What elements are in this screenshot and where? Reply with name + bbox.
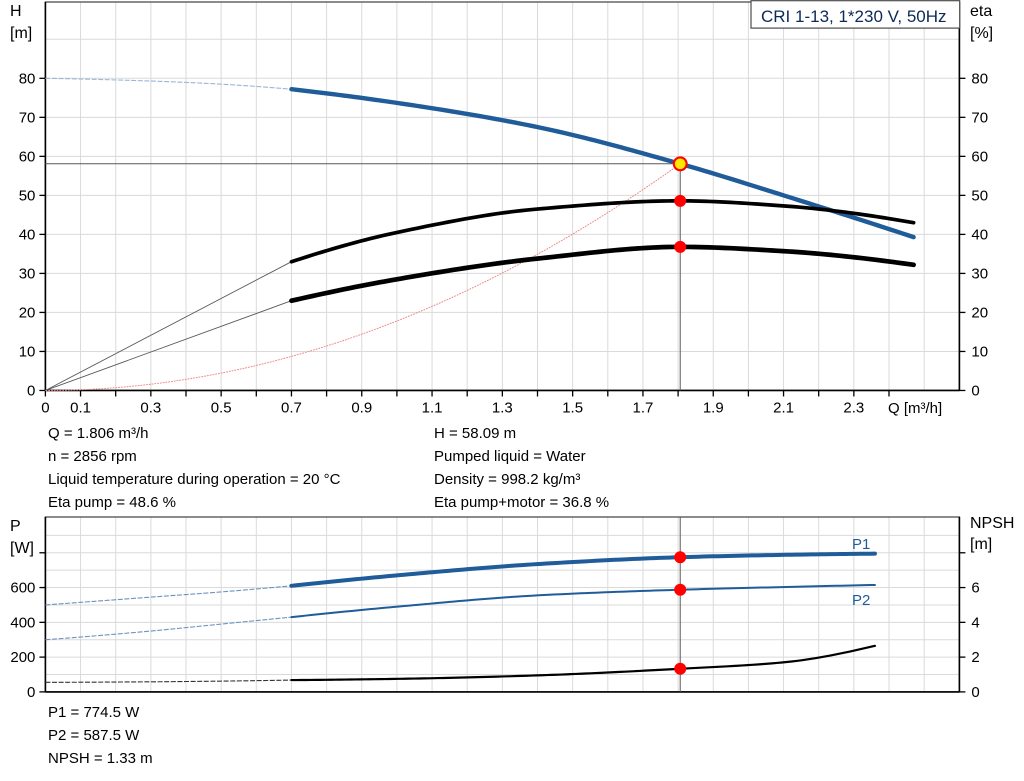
svg-text:Density = 998.2 kg/m³: Density = 998.2 kg/m³ bbox=[434, 471, 580, 488]
svg-text:H: H bbox=[10, 3, 22, 20]
svg-text:1.9: 1.9 bbox=[703, 399, 724, 416]
svg-text:[m]: [m] bbox=[970, 536, 992, 553]
svg-text:Pumped liquid = Water: Pumped liquid = Water bbox=[434, 448, 586, 465]
svg-text:70: 70 bbox=[19, 109, 36, 126]
svg-text:20: 20 bbox=[19, 304, 36, 321]
svg-text:20: 20 bbox=[971, 304, 988, 321]
svg-text:1.1: 1.1 bbox=[422, 399, 443, 416]
svg-text:P1 = 774.5 W: P1 = 774.5 W bbox=[48, 704, 140, 721]
svg-text:[W]: [W] bbox=[10, 540, 34, 557]
svg-text:4: 4 bbox=[971, 614, 979, 631]
svg-text:1.3: 1.3 bbox=[492, 399, 513, 416]
svg-text:60: 60 bbox=[971, 148, 988, 165]
svg-text:NPSH: NPSH bbox=[970, 515, 1014, 532]
svg-text:P: P bbox=[10, 518, 21, 535]
svg-text:1.7: 1.7 bbox=[633, 399, 654, 416]
svg-text:0: 0 bbox=[971, 684, 979, 701]
svg-text:Q = 1.806 m³/h: Q = 1.806 m³/h bbox=[48, 425, 148, 442]
svg-text:80: 80 bbox=[971, 70, 988, 87]
svg-text:0.1: 0.1 bbox=[70, 399, 91, 416]
svg-text:30: 30 bbox=[19, 265, 36, 282]
svg-text:P2 = 587.5 W: P2 = 587.5 W bbox=[48, 727, 140, 744]
svg-text:0: 0 bbox=[27, 382, 35, 399]
svg-text:0.5: 0.5 bbox=[211, 399, 232, 416]
svg-text:P1: P1 bbox=[852, 536, 870, 553]
svg-text:NPSH = 1.33 m: NPSH = 1.33 m bbox=[48, 750, 153, 767]
svg-text:0: 0 bbox=[27, 684, 35, 701]
svg-text:0.7: 0.7 bbox=[281, 399, 302, 416]
svg-text:0: 0 bbox=[41, 399, 49, 416]
svg-text:50: 50 bbox=[19, 187, 36, 204]
svg-text:P2: P2 bbox=[852, 592, 870, 609]
svg-text:30: 30 bbox=[971, 265, 988, 282]
svg-text:70: 70 bbox=[971, 109, 988, 126]
svg-text:6: 6 bbox=[971, 580, 979, 597]
svg-text:H = 58.09 m: H = 58.09 m bbox=[434, 425, 516, 442]
svg-text:Eta pump = 48.6 %: Eta pump = 48.6 % bbox=[48, 494, 176, 511]
svg-text:Q [m³/h]: Q [m³/h] bbox=[888, 400, 942, 417]
svg-text:600: 600 bbox=[10, 580, 35, 597]
svg-text:2.1: 2.1 bbox=[773, 399, 794, 416]
svg-text:0.3: 0.3 bbox=[140, 399, 161, 416]
svg-text:CRI 1-13, 1*230 V, 50Hz: CRI 1-13, 1*230 V, 50Hz bbox=[761, 7, 947, 26]
svg-text:60: 60 bbox=[19, 148, 36, 165]
svg-text:400: 400 bbox=[10, 614, 35, 631]
svg-text:40: 40 bbox=[971, 226, 988, 243]
svg-text:10: 10 bbox=[19, 343, 36, 360]
svg-text:Eta pump+motor = 36.8 %: Eta pump+motor = 36.8 % bbox=[434, 494, 609, 511]
svg-text:0.9: 0.9 bbox=[351, 399, 372, 416]
svg-text:[%]: [%] bbox=[970, 25, 993, 42]
svg-text:0: 0 bbox=[971, 382, 979, 399]
svg-text:2.3: 2.3 bbox=[843, 399, 864, 416]
svg-text:1.5: 1.5 bbox=[562, 399, 583, 416]
svg-text:2: 2 bbox=[971, 649, 979, 666]
svg-text:200: 200 bbox=[10, 649, 35, 666]
svg-text:[m]: [m] bbox=[10, 25, 32, 42]
svg-text:50: 50 bbox=[971, 187, 988, 204]
svg-text:Liquid temperature during oper: Liquid temperature during operation = 20… bbox=[48, 471, 341, 488]
svg-text:40: 40 bbox=[19, 226, 36, 243]
svg-text:n = 2856 rpm: n = 2856 rpm bbox=[48, 448, 137, 465]
svg-text:eta: eta bbox=[970, 3, 992, 20]
svg-text:10: 10 bbox=[971, 343, 988, 360]
svg-text:80: 80 bbox=[19, 70, 36, 87]
